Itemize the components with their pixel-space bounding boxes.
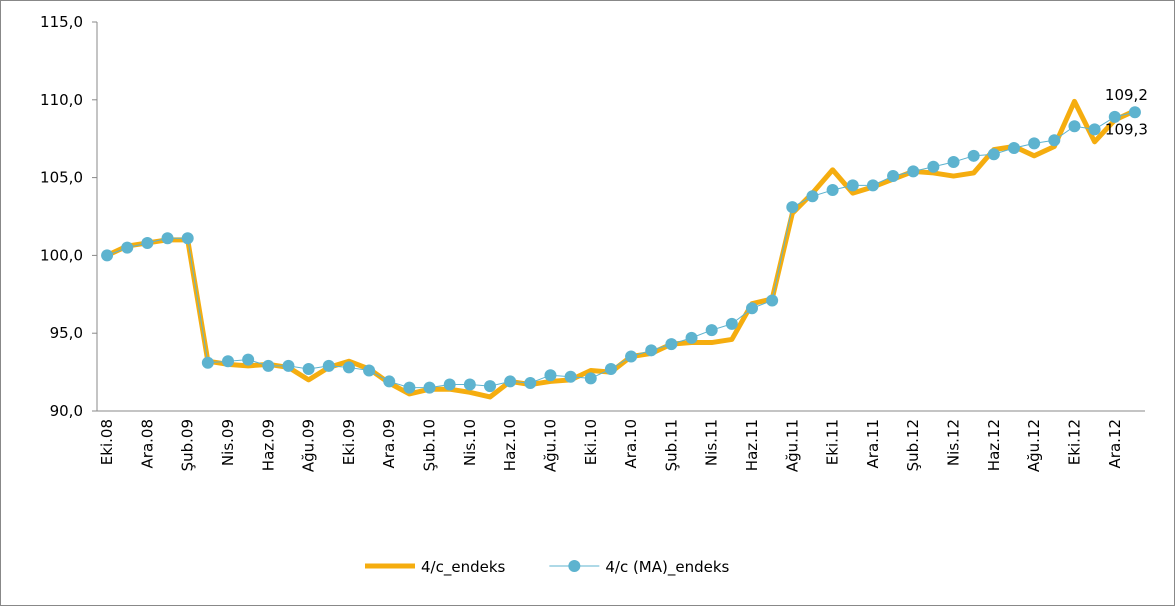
x-tick-label: Haz.11: [743, 419, 761, 471]
data-label: 109,2: [1105, 86, 1148, 104]
x-tick-label: Haz.12: [985, 419, 1003, 471]
series-marker: [504, 375, 517, 388]
legend-label: 4/c_endeks: [421, 558, 506, 577]
series-marker: [242, 353, 255, 366]
x-tick-label: Haz.10: [501, 419, 519, 471]
y-tick-label: 105,0: [40, 169, 83, 187]
series-marker: [604, 362, 617, 375]
x-tick-label: Şub.12: [904, 419, 922, 471]
series-marker: [564, 370, 577, 383]
x-tick-label: Ağu.12: [1025, 419, 1043, 472]
series-marker: [665, 338, 678, 351]
series-marker: [181, 232, 194, 245]
x-tick-label: Eki.10: [582, 419, 600, 465]
series-marker: [766, 294, 779, 307]
x-tick-label: Ağu.11: [783, 419, 801, 472]
series-marker: [846, 179, 859, 192]
x-tick-label: Nis.11: [703, 419, 721, 466]
series-marker: [927, 160, 940, 173]
series-marker: [987, 148, 1000, 161]
x-tick-label: Şub.10: [421, 419, 439, 471]
series-marker: [101, 249, 114, 262]
series-marker: [645, 344, 658, 357]
series-marker: [1108, 110, 1121, 123]
series-marker: [1048, 134, 1061, 147]
x-tick-label: Ara.08: [138, 419, 156, 468]
series-marker: [1088, 123, 1101, 136]
series-marker: [866, 179, 879, 192]
series-marker: [383, 375, 396, 388]
series-marker: [1008, 142, 1020, 155]
x-tick-label: Ara.11: [864, 419, 882, 468]
series-marker: [705, 324, 718, 337]
x-tick-label: Ağu.10: [541, 419, 559, 472]
x-tick-label: Haz.09: [259, 419, 277, 471]
series-marker: [1128, 106, 1141, 119]
series-marker: [524, 376, 537, 389]
legend-label: 4/c (MA)_endeks: [605, 558, 729, 577]
series-marker: [322, 359, 335, 372]
x-tick-label: Ara.10: [622, 419, 640, 468]
series-marker: [463, 378, 476, 391]
series-marker: [826, 184, 839, 197]
y-tick-label: 115,0: [40, 13, 83, 31]
series-marker: [342, 361, 355, 374]
series-marker: [907, 165, 920, 178]
series-marker: [201, 356, 214, 369]
series-marker: [685, 331, 698, 344]
series-marker: [967, 149, 980, 162]
series-marker: [1028, 137, 1041, 150]
legend-marker: [568, 560, 581, 572]
x-tick-label: Nis.10: [461, 419, 479, 466]
x-tick-label: Nis.09: [219, 419, 237, 466]
y-tick-label: 110,0: [40, 91, 83, 109]
series-marker: [484, 380, 496, 393]
x-tick-label: Şub.11: [662, 419, 680, 471]
series-marker: [302, 362, 315, 375]
series-marker: [403, 381, 416, 394]
series-marker: [947, 156, 960, 169]
x-tick-label: Eki.09: [340, 419, 358, 465]
series-marker: [282, 359, 295, 372]
series-marker: [544, 369, 557, 382]
series-marker: [786, 201, 799, 214]
series-marker: [363, 364, 376, 377]
x-tick-label: Nis.12: [945, 419, 963, 466]
data-label: 109,3: [1105, 121, 1148, 139]
series-marker: [584, 372, 597, 385]
series-marker: [1068, 120, 1081, 133]
series-marker: [161, 232, 174, 245]
series-marker: [222, 355, 234, 368]
series-marker: [423, 381, 436, 394]
x-tick-label: Eki.08: [98, 419, 116, 465]
series-marker: [443, 378, 456, 391]
x-tick-label: Eki.11: [824, 419, 842, 465]
series-marker: [625, 350, 638, 363]
x-tick-label: Ağu.09: [300, 419, 318, 472]
series-marker: [262, 359, 275, 372]
x-tick-label: Ara.12: [1106, 419, 1124, 468]
series-line: [106, 111, 1136, 389]
x-tick-label: Eki.12: [1065, 419, 1083, 465]
y-tick-label: 100,0: [40, 246, 83, 264]
series-marker: [121, 241, 134, 254]
series-marker: [887, 170, 900, 183]
series-marker: [806, 190, 819, 203]
series-marker: [141, 236, 154, 249]
x-tick-label: Ara.09: [380, 419, 398, 468]
series-marker: [725, 317, 738, 330]
y-tick-label: 95,0: [50, 324, 83, 342]
series-marker: [746, 302, 758, 315]
x-tick-label: Şub.09: [179, 419, 197, 471]
y-tick-label: 90,0: [50, 402, 83, 420]
